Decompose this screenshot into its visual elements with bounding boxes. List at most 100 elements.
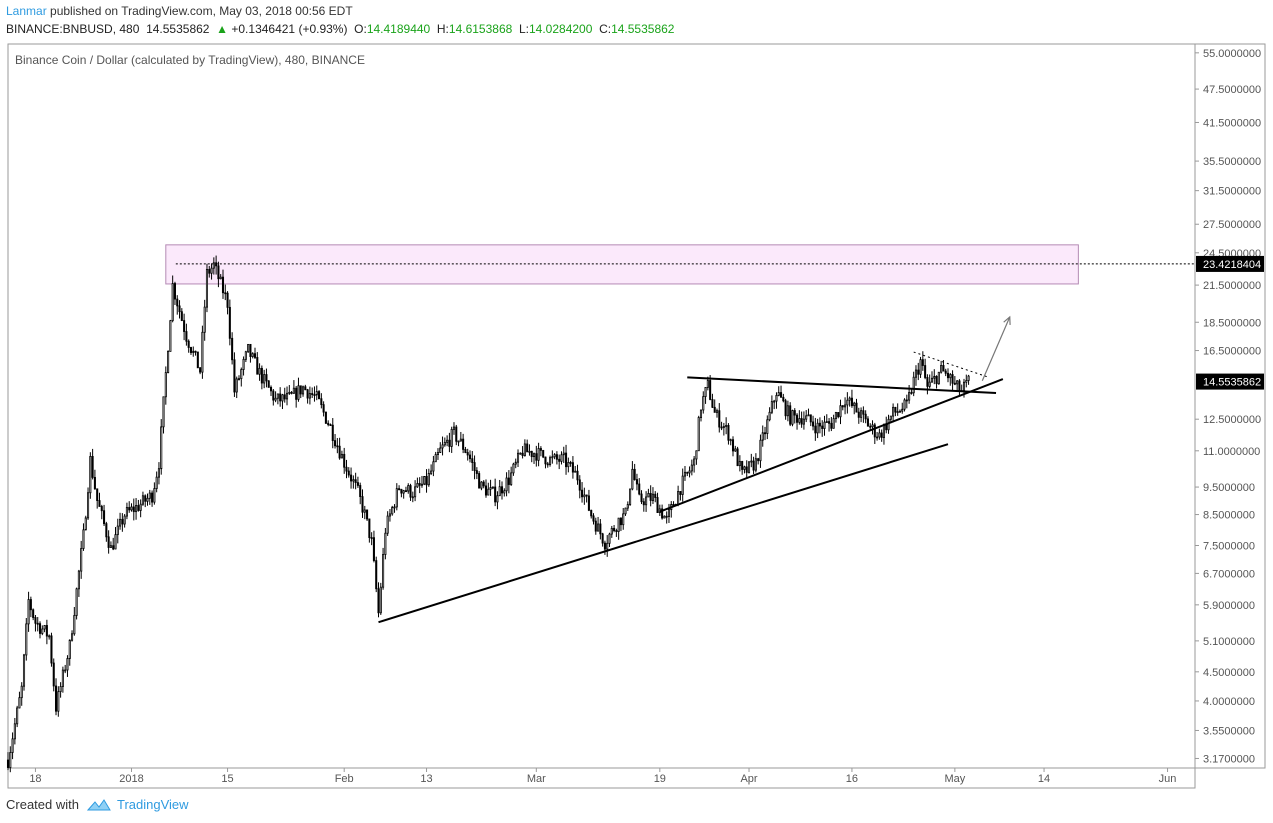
price-axis[interactable] (1194, 43, 1266, 769)
price-change: +0.1346421 (+0.93%) (231, 22, 348, 36)
candle-body (311, 393, 314, 396)
candle-body (25, 623, 28, 656)
candle-body (439, 447, 442, 453)
candle-body (418, 483, 421, 486)
rising-support[interactable] (659, 378, 1004, 513)
candle-body (274, 397, 277, 401)
candle-body (13, 723, 16, 740)
candle-body (924, 365, 927, 378)
candle-body (951, 374, 954, 384)
candle-body (114, 534, 117, 550)
candle-body (857, 411, 860, 418)
candle-body (697, 417, 700, 452)
candle-body (352, 479, 355, 482)
candle-body (192, 350, 195, 353)
breakout-arrow[interactable] (981, 316, 1011, 382)
candle-body (816, 422, 819, 434)
breakout-arrowhead (1003, 315, 1011, 325)
candle-body (731, 439, 735, 452)
candle-body (423, 476, 426, 485)
candle-body (315, 391, 318, 396)
candle-body (372, 537, 375, 561)
candle-body (98, 500, 101, 507)
candle-body (725, 424, 728, 427)
candle-body (567, 462, 570, 468)
candle-body (169, 320, 172, 352)
candle-body (590, 509, 593, 517)
candle-body (196, 351, 199, 369)
tradingview-link[interactable]: TradingView (116, 797, 189, 812)
candle-body (425, 476, 428, 486)
x-tick-label: 13 (420, 773, 432, 785)
candle-body (464, 449, 467, 453)
candle-body (336, 445, 339, 448)
candle-body (642, 501, 645, 506)
symbol-name: BINANCE:BNBUSD, 480 (6, 22, 140, 36)
y-tick-label: 6.7000000 (1203, 568, 1255, 580)
candle-body (459, 438, 462, 442)
candle-body (736, 448, 739, 467)
candle-body (75, 588, 78, 616)
symbol-info: BINANCE:BNBUSD, 480 14.5535862 ▲ +0.1346… (6, 22, 674, 36)
candle-body (720, 426, 723, 429)
candle-body (533, 453, 536, 458)
candle-body (704, 387, 707, 397)
time-axis[interactable] (7, 767, 1196, 789)
candle-body (253, 353, 257, 358)
candle-body (217, 265, 220, 280)
candle-body (391, 506, 394, 515)
candle-body (393, 506, 396, 509)
candle-body (686, 471, 689, 474)
candle-body (855, 402, 858, 413)
candle-body (308, 393, 311, 399)
candle-body (738, 461, 741, 467)
candle-body (368, 518, 371, 538)
candle-body (839, 405, 842, 418)
candle-body (295, 387, 298, 400)
candle-body (288, 391, 291, 394)
y-tick-label: 7.5000000 (1203, 541, 1255, 553)
plot-area[interactable] (7, 43, 1196, 769)
candle-body (747, 461, 751, 473)
candle-body (299, 385, 302, 395)
candle-body (455, 426, 458, 442)
candle-body (942, 365, 945, 372)
candle-body (754, 458, 757, 471)
candle-body (283, 394, 286, 400)
last-price-tag (1196, 373, 1264, 390)
candle-body (269, 386, 273, 392)
candle-body (583, 494, 586, 498)
candle-body (766, 419, 769, 434)
candle-body (555, 454, 558, 460)
candle-body (699, 409, 703, 418)
candle-body (571, 462, 574, 473)
candle-body (84, 517, 87, 531)
candle-body (869, 425, 872, 428)
author-link[interactable]: Lanmar (6, 4, 47, 18)
candle-body (597, 523, 600, 532)
candle-body (208, 269, 211, 274)
candle-body (489, 487, 492, 490)
candle-body (402, 490, 405, 494)
candle-body (189, 347, 192, 353)
candle-body (780, 392, 783, 398)
y-tick-label: 5.9000000 (1203, 600, 1255, 612)
close-value: 14.5535862 (611, 22, 675, 36)
candle-body (558, 458, 561, 462)
candle-body (16, 707, 19, 725)
resistance-zone[interactable] (165, 244, 1079, 285)
candle-body (581, 489, 584, 498)
candle-body (544, 456, 547, 465)
candle-body (338, 445, 341, 459)
dotted-resistance[interactable] (913, 351, 990, 378)
candle-body (457, 440, 460, 443)
y-tick-label: 8.5000000 (1203, 510, 1255, 522)
candle-body (599, 523, 602, 535)
candle-body (921, 359, 924, 366)
candle-body (151, 492, 154, 503)
candle-body (173, 283, 176, 300)
triangle-top[interactable] (687, 376, 997, 394)
candle-body (617, 517, 620, 532)
long-support[interactable] (378, 443, 949, 624)
